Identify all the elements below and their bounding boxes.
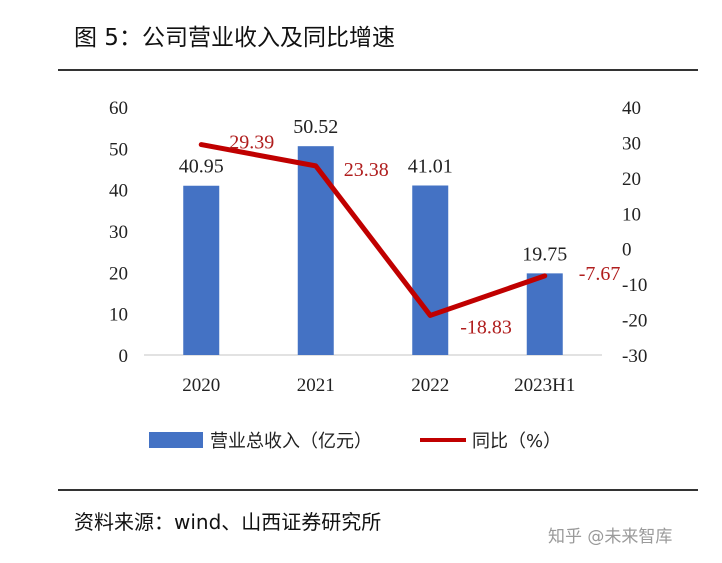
right-axis-tick: -10 xyxy=(622,275,647,296)
right-axis-tick: 0 xyxy=(622,240,632,261)
line-value-label: 29.39 xyxy=(229,132,274,154)
x-axis-tick: 2020 xyxy=(182,375,220,396)
line-value-label: 23.38 xyxy=(344,159,389,181)
left-axis-tick: 40 xyxy=(109,181,128,202)
legend-bar-swatch xyxy=(149,432,203,448)
legend-line-label: 同比（%） xyxy=(472,431,561,452)
right-axis-tick: 20 xyxy=(622,169,641,190)
left-axis-tick: 20 xyxy=(109,263,128,284)
line-value-label: -7.67 xyxy=(579,263,621,285)
watermark: 知乎 @未来智库 xyxy=(548,527,673,547)
bar-2023h1 xyxy=(526,273,563,355)
left-axis-tick: 50 xyxy=(109,139,128,160)
bar-value-label: 19.75 xyxy=(522,243,567,265)
bar-2021 xyxy=(297,146,334,355)
bar-value-label: 50.52 xyxy=(293,116,338,138)
x-axis-tick: 2021 xyxy=(297,375,335,396)
left-axis-tick: 30 xyxy=(109,222,128,243)
x-axis-tick: 2023H1 xyxy=(514,375,575,396)
bar-value-label: 41.01 xyxy=(408,155,453,177)
left-axis-tick: 60 xyxy=(109,98,128,119)
bar-2022 xyxy=(412,185,449,355)
right-axis-tick: -20 xyxy=(622,311,647,332)
top-rule xyxy=(58,69,698,71)
line-value-label: -18.83 xyxy=(460,316,512,338)
right-axis-tick: 40 xyxy=(622,98,641,119)
figure-title: 图 5：公司营业收入及同比增速 xyxy=(74,25,395,51)
bottom-rule xyxy=(58,489,698,491)
right-axis-tick: 10 xyxy=(622,204,641,225)
yoy-growth-line xyxy=(198,142,548,318)
right-axis-tick: -30 xyxy=(622,346,647,367)
legend-bar-label: 营业总收入（亿元） xyxy=(210,431,372,452)
bar-value-label: 40.95 xyxy=(179,156,224,178)
x-axis-tick: 2022 xyxy=(411,375,449,396)
right-axis-tick: 30 xyxy=(622,133,641,154)
source-note: 资料来源：wind、山西证券研究所 xyxy=(74,510,382,534)
left-axis-tick: 10 xyxy=(109,305,128,326)
left-axis-tick: 0 xyxy=(119,346,129,367)
bar-2020 xyxy=(183,185,220,355)
